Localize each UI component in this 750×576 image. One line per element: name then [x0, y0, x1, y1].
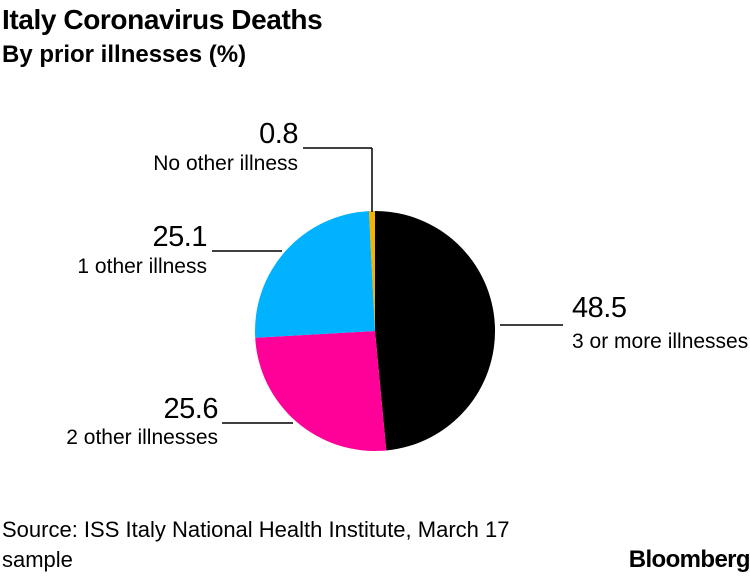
pie-slice-one-other-illness: [254, 211, 375, 338]
data-label-two-other-illnesses: 25.6: [164, 393, 218, 425]
data-label-three-or-more-illnesses: 48.5: [572, 292, 626, 324]
data-label-one-other-illness: 25.1: [153, 221, 207, 253]
data-label-no-other-illness: 0.8: [259, 118, 298, 150]
bloomberg-logo: Bloomberg: [628, 546, 750, 573]
chart-subtitle: By prior illnesses (%): [2, 41, 247, 68]
source-note: Source: ISS Italy National Health Instit…: [2, 517, 510, 572]
category-label-two-other-illnesses: 2 other illnesses: [66, 426, 218, 449]
pie-chart: 48.5 3 or more illnesses 25.62 other illne…: [66, 118, 748, 452]
pie-slice-no-other-illness: [368, 211, 375, 331]
category-label-no-other-illness: No other illness: [153, 152, 298, 175]
category-label-three-or-more-illnesses: 3 or more illnesses: [572, 330, 748, 353]
pie-slice-three-or-more-illnesses: [375, 211, 496, 451]
pie-slice-two-other-illnesses: [255, 331, 387, 452]
category-label-one-other-illness: 1 other illness: [77, 255, 207, 278]
chart-title: Italy Coronavirus Deaths: [2, 4, 323, 35]
